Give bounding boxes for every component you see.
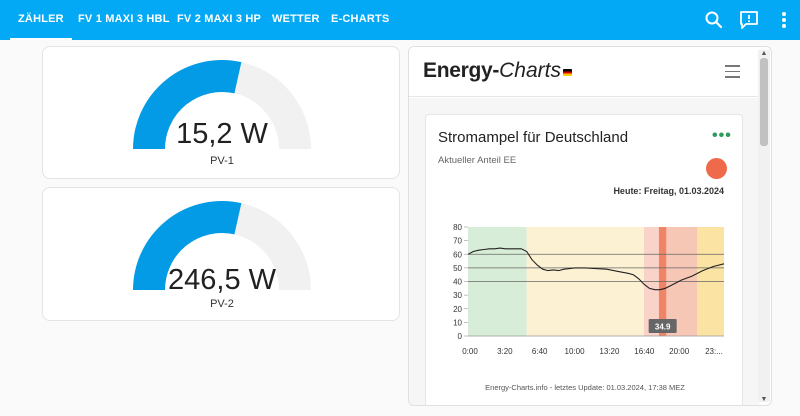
- gauge-card-pv2[interactable]: 246,5 W PV-2: [42, 187, 400, 321]
- chat-icon[interactable]: [737, 8, 761, 32]
- energy-charts-header: Energy-Charts: [409, 47, 759, 97]
- x-tick-label: 16:40: [634, 347, 655, 356]
- tab-echarts[interactable]: E-Charts: [331, 13, 390, 25]
- gauge-fill: [133, 60, 242, 150]
- more-vert-icon[interactable]: [772, 8, 796, 32]
- gauge-card-pv1[interactable]: 15,2 W PV-1: [42, 46, 400, 179]
- gauge-pv2: [133, 201, 311, 291]
- scroll-up-icon[interactable]: ▲: [760, 50, 768, 57]
- current-value-badge: [648, 319, 677, 333]
- tab-wetter[interactable]: Wetter: [272, 13, 320, 25]
- x-tick-label: 3:20: [497, 347, 513, 356]
- gauge-label: PV-1: [210, 155, 234, 167]
- y-tick-label: 80: [453, 223, 462, 232]
- y-tick-label: 20: [453, 305, 462, 314]
- y-tick-label: 0: [458, 332, 463, 341]
- gauge-pv1: [133, 60, 311, 150]
- stromampel-chart: 0 10 20 30 40 50 60 70 80 0:00 3:20 6:40 10:00 13:20 1…: [453, 223, 725, 356]
- tab-fv2[interactable]: FV 2 Maxi 3 HP: [177, 13, 262, 25]
- more-options-icon[interactable]: •••: [712, 127, 732, 144]
- search-icon[interactable]: [702, 8, 726, 32]
- energy-charts-frame[interactable]: Energy-Charts Stromampel für Deutschland…: [408, 46, 772, 406]
- frame-scrollbar-thumb[interactable]: [760, 58, 768, 146]
- current-value-label: 34.9: [655, 323, 671, 332]
- x-tick-label: 20:00: [669, 347, 690, 356]
- y-tick-label: 40: [453, 278, 462, 287]
- hamburger-menu-icon[interactable]: [725, 65, 740, 82]
- stromampel-date: Heute: Freitag, 01.03.2024: [613, 186, 724, 196]
- energy-charts-body: Stromampel für Deutschland Aktueller Ant…: [409, 98, 759, 405]
- y-tick-label: 50: [453, 264, 462, 273]
- top-app-bar: Zähler FV 1 Maxi 3 HBL FV 2 Maxi 3 HP We…: [0, 0, 800, 40]
- gauge-value: 246,5 W: [168, 264, 276, 296]
- tab-fv1[interactable]: FV 1 Maxi 3 HBL: [78, 13, 170, 25]
- germany-flag-icon: [562, 69, 572, 76]
- x-tick-label: 10:00: [565, 347, 586, 356]
- stromampel-subtitle: Aktueller Anteil EE: [438, 155, 517, 166]
- energy-charts-logo[interactable]: Energy-Charts: [423, 59, 572, 83]
- x-tick-label: 13:20: [599, 347, 620, 356]
- traffic-light-indicator: [706, 158, 727, 179]
- y-tick-label: 10: [453, 318, 462, 327]
- y-tick-label: 30: [453, 291, 462, 300]
- stromampel-card: Stromampel für Deutschland Aktueller Ant…: [425, 114, 743, 405]
- y-tick-label: 60: [453, 250, 462, 259]
- series-line: [467, 247, 725, 291]
- gauge-label: PV-2: [210, 298, 234, 310]
- stromampel-title: Stromampel für Deutschland: [438, 129, 629, 146]
- scroll-down-icon[interactable]: ▼: [760, 396, 768, 403]
- stromampel-footer: Energy-Charts.info - letztes Update: 01.…: [485, 383, 685, 392]
- x-tick-label: 23:...: [705, 347, 723, 356]
- gauge-fill: [133, 201, 242, 291]
- x-tick-label: 6:40: [532, 347, 548, 356]
- y-tick-label: 70: [453, 237, 462, 246]
- tab-zaehler[interactable]: Zähler: [10, 0, 72, 40]
- x-tick-label: 0:00: [462, 347, 478, 356]
- gauge-value: 15,2 W: [176, 118, 268, 150]
